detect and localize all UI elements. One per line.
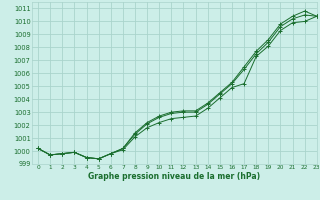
X-axis label: Graphe pression niveau de la mer (hPa): Graphe pression niveau de la mer (hPa)	[88, 172, 260, 181]
